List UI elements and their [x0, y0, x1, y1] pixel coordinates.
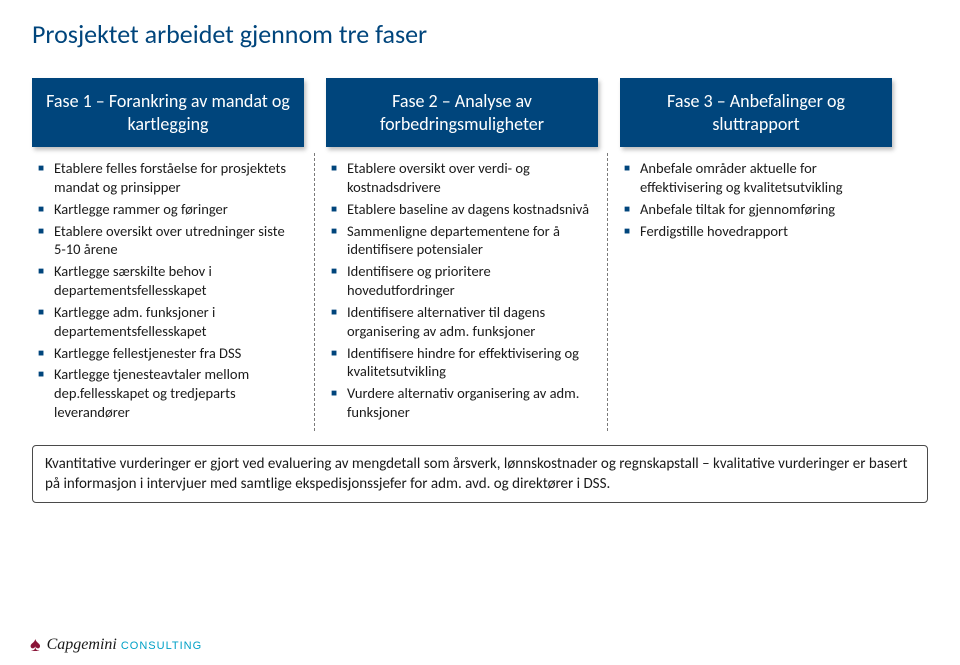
phase-1-header-text: Fase 1 – Forankring av mandat og kartleg…: [46, 90, 290, 135]
phase-1-header: Fase 1 – Forankring av mandat og kartleg…: [32, 78, 304, 147]
phase-1-bullets: Etablere felles forståelse for prosjekte…: [32, 153, 304, 431]
list-item: Kartlegge fellestjenester fra DSS: [36, 344, 298, 363]
list-item: Ferdigstille hovedrapport: [622, 222, 884, 241]
phase-2-header-text: Fase 2 – Analyse av forbedringsmulighete…: [340, 90, 584, 135]
phase-header-row: Fase 1 – Forankring av mandat og kartleg…: [32, 78, 928, 147]
list-item: Kartlegge rammer og føringer: [36, 200, 298, 219]
content-row: Etablere felles forståelse for prosjekte…: [32, 153, 928, 431]
list-item: Kartlegge tjenesteavtaler mellom dep.fel…: [36, 365, 298, 422]
logo-suffix: CONSULTING: [121, 640, 202, 652]
list-item: Identifisere hindre for effektivisering …: [329, 344, 591, 382]
page-title: Prosjektet arbeidet gjennom tre faser: [32, 18, 928, 50]
footer-note: Kvantitative vurderinger er gjort ved ev…: [32, 445, 928, 504]
logo-text: Capgemini CONSULTING: [47, 636, 203, 654]
phase-3-header: Fase 3 – Anbefalinger og sluttrapport: [620, 78, 892, 147]
phase-2-bullets: Etablere oversikt over verdi- og kostnad…: [325, 153, 597, 431]
brand-logo: ♠ Capgemini CONSULTING: [30, 635, 202, 655]
list-item: Vurdere alternativ organisering av adm. …: [329, 384, 591, 422]
divider: [607, 153, 608, 431]
list-item: Etablere felles forståelse for prosjekte…: [36, 159, 298, 197]
list-item: Sammenligne departementene for å identif…: [329, 222, 591, 260]
divider: [314, 153, 315, 431]
logo-brand: Capgemini: [47, 636, 117, 653]
phase-3-bullets: Anbefale områder aktuelle for effektivis…: [618, 153, 890, 431]
list-item: Etablere oversikt over verdi- og kostnad…: [329, 159, 591, 197]
list-item: Identifisere og prioritere hovedutfordri…: [329, 262, 591, 300]
list-item: Identifisere alternativer til dagens org…: [329, 303, 591, 341]
phase-2-header: Fase 2 – Analyse av forbedringsmulighete…: [326, 78, 598, 147]
list-item: Etablere baseline av dagens kostnadsnivå: [329, 200, 591, 219]
list-item: Etablere oversikt over utredninger siste…: [36, 222, 298, 260]
list-item: Anbefale tiltak for gjennomføring: [622, 200, 884, 219]
spade-icon: ♠: [30, 635, 41, 655]
list-item: Kartlegge særskilte behov i departements…: [36, 262, 298, 300]
list-item: Kartlegge adm. funksjoner i departements…: [36, 303, 298, 341]
list-item: Anbefale områder aktuelle for effektivis…: [622, 159, 884, 197]
phase-3-header-text: Fase 3 – Anbefalinger og sluttrapport: [634, 90, 878, 135]
